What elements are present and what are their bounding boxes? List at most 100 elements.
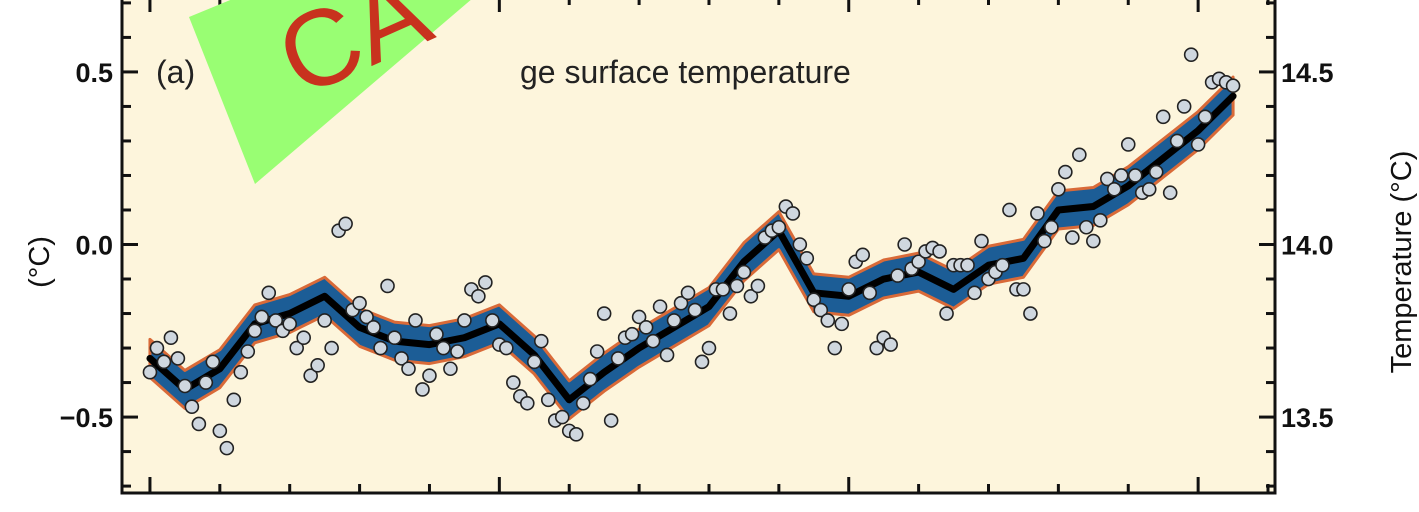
data-point — [198, 375, 214, 390]
data-point — [995, 257, 1010, 273]
data-point — [701, 340, 717, 356]
data-point — [750, 278, 766, 294]
data-point — [429, 326, 444, 342]
data-point — [499, 340, 514, 356]
data-point — [1072, 147, 1087, 163]
data-point — [687, 302, 703, 318]
data-point — [163, 330, 179, 345]
data-point — [540, 392, 556, 408]
data-point — [408, 313, 423, 328]
data-point — [268, 313, 284, 328]
data-point — [694, 354, 710, 370]
data-point — [582, 371, 598, 387]
data-point — [610, 351, 626, 366]
data-point — [142, 364, 158, 380]
data-point — [485, 313, 500, 328]
data-point — [422, 368, 437, 383]
data-point — [366, 320, 381, 335]
data-point — [471, 288, 486, 304]
data-point — [149, 340, 165, 356]
data-point — [715, 282, 731, 297]
data-point — [855, 247, 871, 263]
data-point — [911, 254, 926, 270]
right-y-tick-label: 14.0 — [1281, 231, 1334, 261]
data-point — [631, 309, 647, 325]
left-y-tick-label: −0.5 — [60, 403, 113, 433]
data-point — [659, 347, 675, 363]
data-point — [394, 351, 409, 366]
left-y-tick-label: 0.5 — [75, 58, 113, 88]
data-point — [387, 330, 402, 345]
data-point — [1176, 99, 1192, 114]
data-point — [638, 320, 654, 335]
data-point — [827, 340, 843, 356]
data-point — [282, 316, 298, 332]
data-point — [652, 299, 668, 314]
data-point — [960, 257, 975, 273]
data-point — [1190, 137, 1206, 152]
data-point — [338, 216, 353, 232]
data-point — [240, 344, 256, 359]
uncertainty-band-layer — [148, 75, 1235, 421]
data-point — [1037, 233, 1052, 249]
data-point — [289, 340, 304, 356]
data-point — [1002, 202, 1017, 218]
data-point — [450, 344, 465, 359]
data-point — [324, 340, 339, 356]
data-point — [785, 206, 801, 221]
data-point — [1058, 164, 1073, 180]
data-point — [792, 237, 808, 252]
data-point — [1197, 109, 1213, 125]
data-point — [673, 295, 689, 311]
data-point — [296, 330, 311, 345]
data-point — [359, 309, 374, 325]
data-point — [939, 306, 954, 321]
smoothed-series-line — [146, 92, 1237, 404]
data-point — [1016, 282, 1031, 297]
data-point — [932, 244, 947, 259]
data-point — [841, 282, 857, 297]
data-point — [506, 375, 521, 390]
data-point — [1044, 219, 1059, 235]
data-point — [373, 340, 388, 356]
data-point — [834, 316, 850, 332]
green-banner — [189, 0, 471, 184]
data-point — [890, 268, 905, 283]
data-point — [212, 423, 228, 439]
watermark-banner: CA — [189, 0, 471, 184]
data-point — [1106, 181, 1122, 197]
data-point — [519, 395, 535, 411]
data-point — [317, 313, 332, 328]
data-point — [820, 313, 836, 328]
data-point — [1169, 133, 1185, 149]
data-point — [380, 278, 395, 294]
data-point — [680, 285, 696, 301]
data-point — [645, 333, 661, 349]
data-point — [310, 357, 325, 373]
right-y-tick-label: 14.5 — [1281, 58, 1334, 88]
data-point — [1127, 168, 1143, 183]
data-point — [303, 368, 318, 383]
data-point — [1113, 168, 1129, 183]
data-point — [219, 440, 235, 456]
data-point — [736, 264, 752, 280]
data-point — [1086, 233, 1101, 249]
data-point — [226, 392, 242, 408]
data-point — [533, 333, 549, 349]
data-point — [1225, 78, 1241, 94]
data-point — [526, 354, 542, 370]
data-point — [729, 278, 745, 294]
data-point — [596, 306, 612, 321]
data-point — [1023, 306, 1038, 321]
data-point — [191, 416, 207, 432]
data-point — [1183, 47, 1199, 62]
right-y-axis-title: Temperature (°C) — [1386, 151, 1418, 374]
data-point — [1141, 181, 1157, 197]
right-y-tick-label: 13.5 — [1281, 403, 1334, 433]
data-point — [974, 233, 989, 249]
data-point — [261, 285, 277, 301]
data-point — [771, 219, 787, 235]
data-point — [1065, 230, 1080, 245]
data-point — [443, 361, 458, 377]
panel-label: (a) — [156, 54, 195, 90]
